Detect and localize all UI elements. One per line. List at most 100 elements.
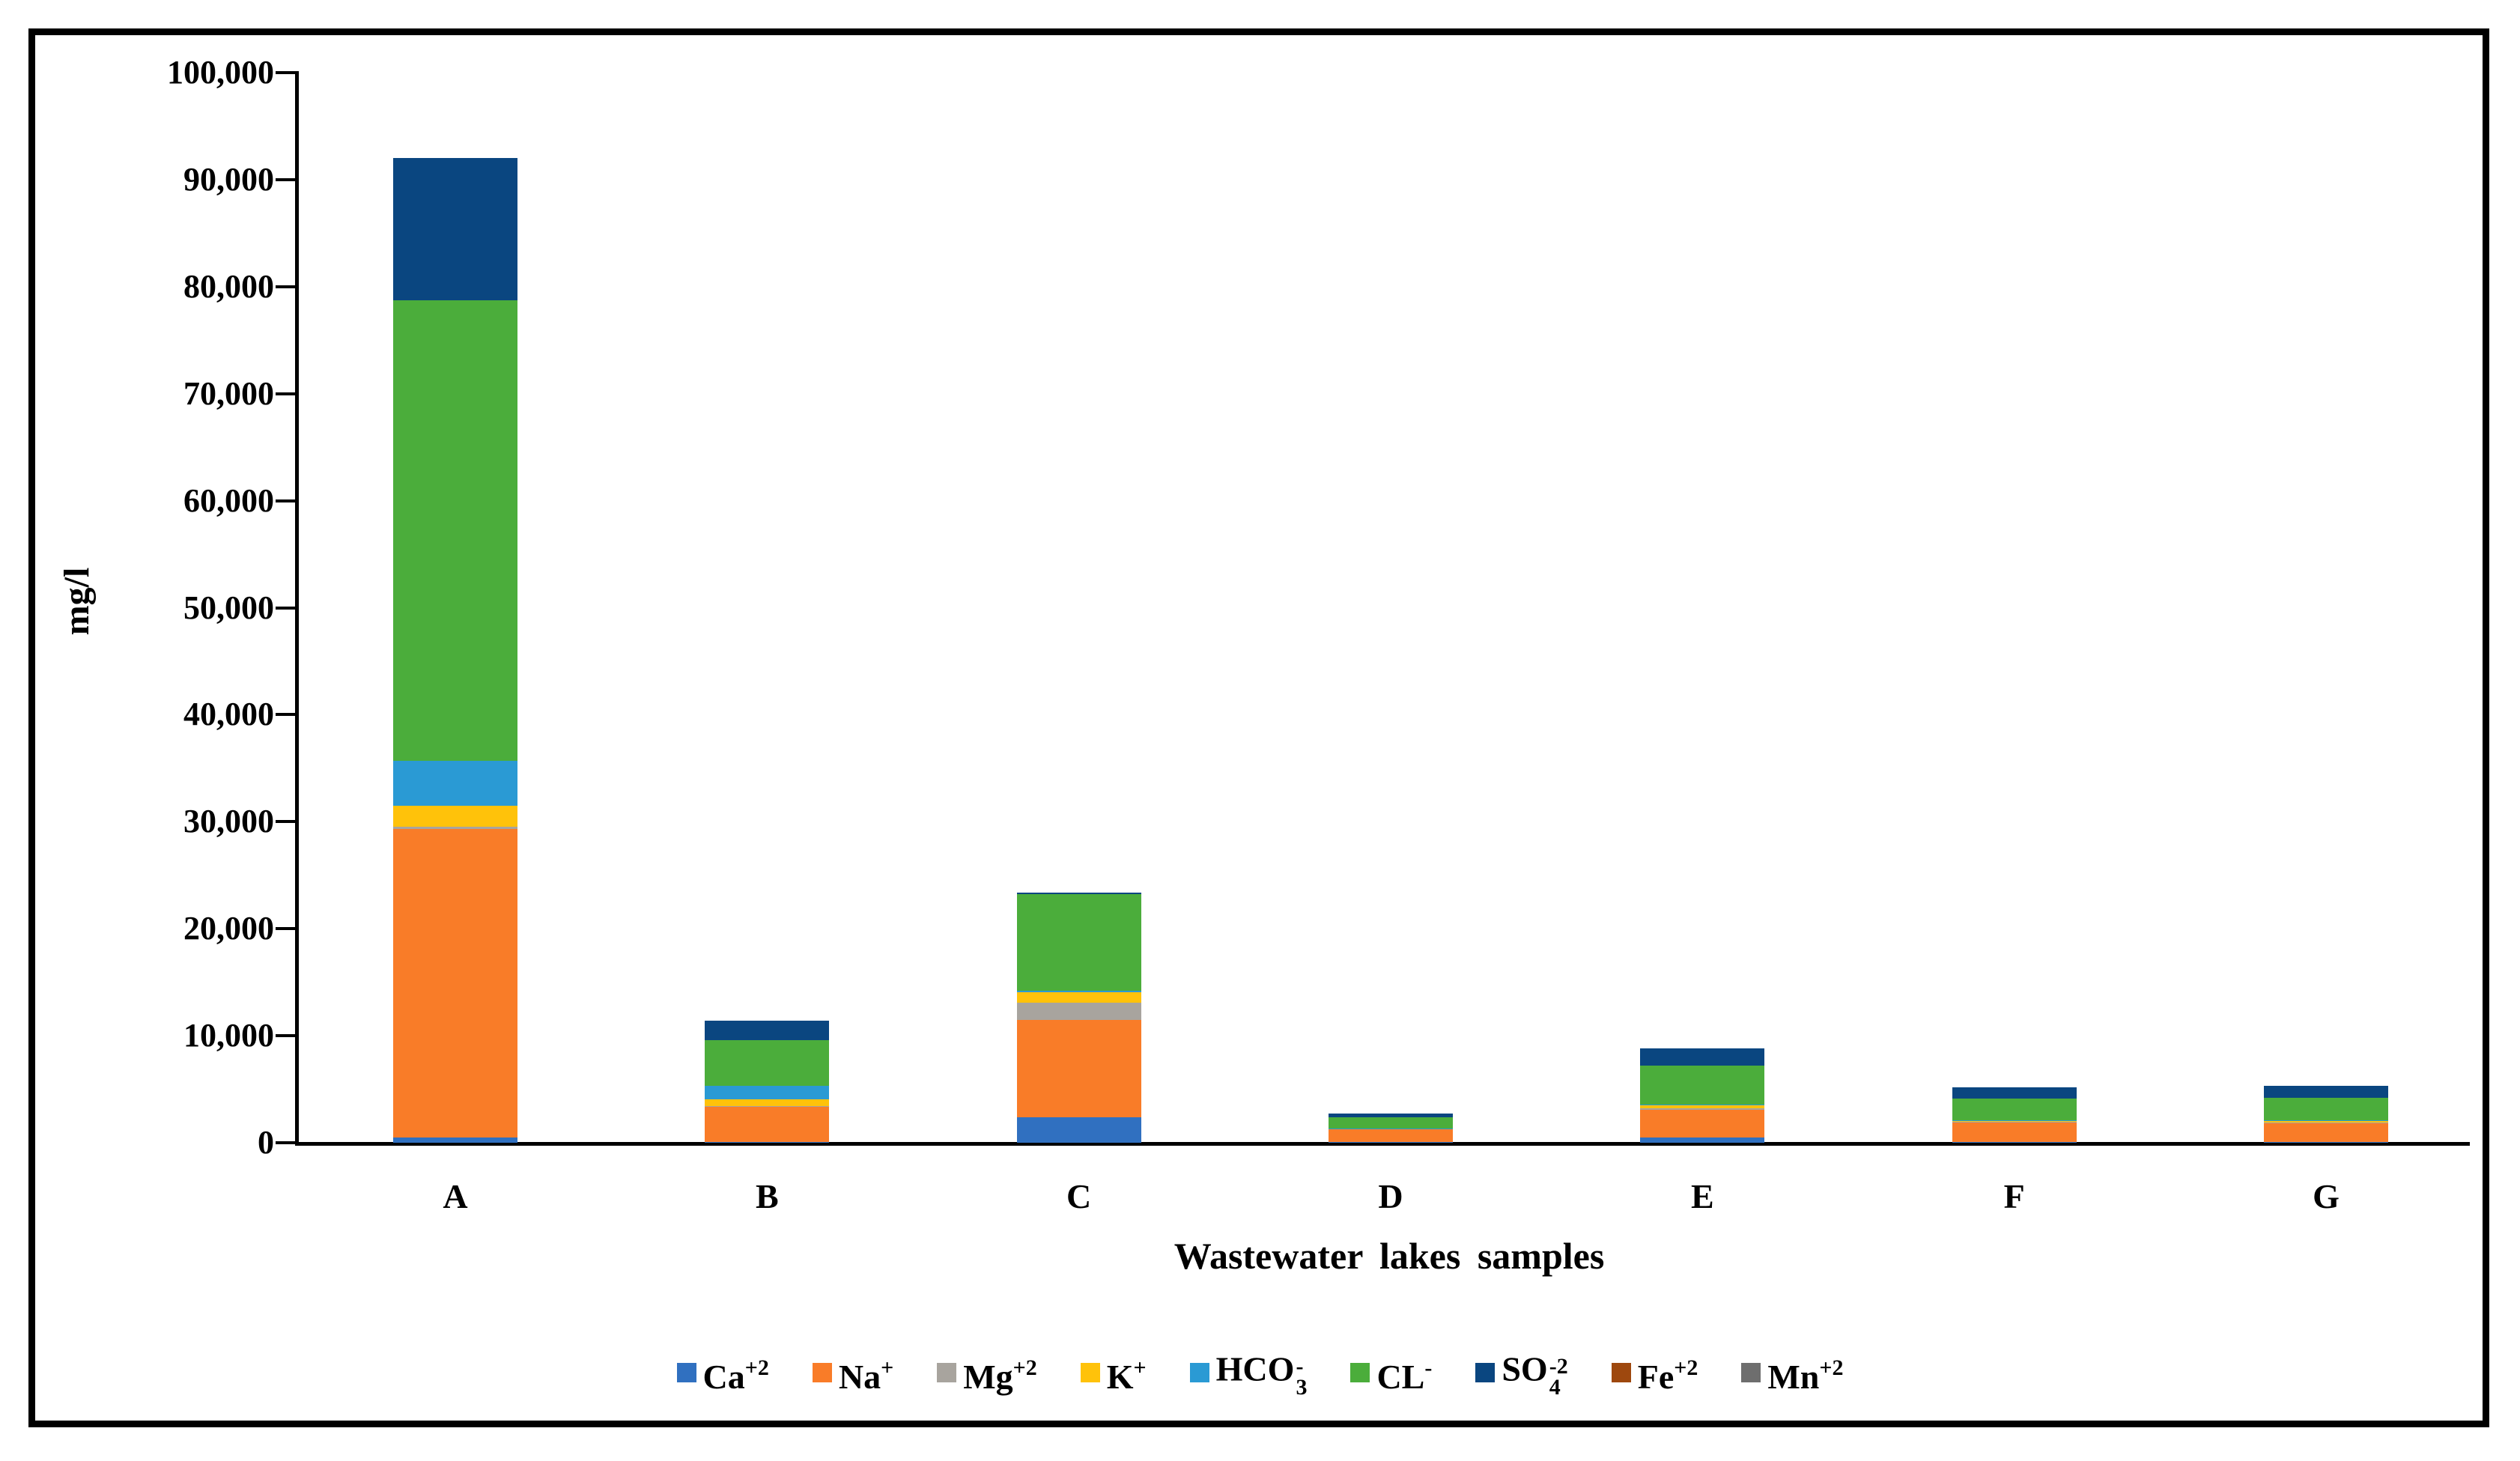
y-tick-label: 90,000 (183, 160, 274, 198)
bar-G-segment-Na+ (2264, 1123, 2388, 1142)
legend-label-SO4-2: SO -2 4 (1502, 1349, 1568, 1400)
bar-F-segment-HCO3- (1952, 1120, 2077, 1121)
legend-swatch-K+ (1080, 1363, 1100, 1382)
bar-B-segment-CL- (705, 1039, 830, 1087)
x-category-label: C (1066, 1177, 1092, 1215)
y-tick-label: 0 (258, 1124, 274, 1161)
legend-item-Ca+2: Ca+2 (676, 1351, 769, 1396)
bar-A-segment-SO4-2 (393, 158, 517, 301)
bar-C-segment-Ca+2 (1016, 1117, 1141, 1143)
legend-item-Na+: Na+ (812, 1351, 893, 1394)
x-category-label: E (1690, 1177, 1714, 1215)
y-tick (276, 177, 295, 181)
legend-swatch-Mn+2 (1741, 1363, 1761, 1382)
y-axis-line (295, 71, 299, 1146)
x-category-label: B (755, 1177, 779, 1215)
bar-A-segment-Na+ (393, 829, 517, 1137)
legend-swatch-Mg+2 (937, 1363, 957, 1382)
legend-item-Fe+2: Fe+2 (1611, 1351, 1698, 1396)
y-tick (276, 606, 295, 610)
y-tick (276, 392, 295, 395)
bar-B-segment-SO4-2 (705, 1021, 830, 1040)
legend-label-scripts-HCO3-: -3 (1296, 1354, 1308, 1400)
bar-F-segment-Mg+2 (1952, 1122, 2077, 1123)
bar-B-segment-Ca+2 (705, 1141, 830, 1143)
bar-E-segment-Ca+2 (1640, 1137, 1765, 1143)
x-axis-line (295, 1142, 2470, 1146)
bar-F-segment-SO4-2 (1952, 1087, 2077, 1099)
bar-G-segment-CL- (2264, 1097, 2388, 1120)
y-tick (276, 71, 295, 74)
bar-F-segment-Ca+2 (1952, 1141, 2077, 1143)
x-axis-title: Wastewater lakes samples (1174, 1235, 1605, 1277)
x-category-label: F (2003, 1177, 2025, 1215)
bar-E-segment-Na+ (1640, 1109, 1765, 1137)
legend-label-Mg+2: Mg+2 (963, 1355, 1037, 1396)
bar-E-segment-K+ (1640, 1105, 1765, 1109)
legend-item-K+: K+ (1080, 1351, 1147, 1396)
bar-A-segment-CL- (393, 300, 517, 761)
bar-G-segment-HCO3- (2264, 1120, 2388, 1122)
bar-D-segment-CL- (1329, 1117, 1453, 1129)
y-tick (276, 820, 295, 824)
bar-E-segment-SO4-2 (1640, 1048, 1765, 1066)
bar-A-segment-K+ (393, 805, 517, 827)
bar-C-segment-K+ (1016, 991, 1141, 1003)
legend-swatch-HCO3- (1189, 1363, 1209, 1382)
bar-F-segment-CL- (1952, 1099, 2077, 1120)
legend-item-CL-: CL- (1350, 1351, 1432, 1394)
y-tick (276, 285, 295, 288)
y-tick-label: 60,000 (183, 482, 274, 519)
y-tick (276, 499, 295, 502)
bar-A-segment-Mg+2 (393, 827, 517, 830)
legend-item-HCO3-: HCO -3 (1189, 1349, 1308, 1400)
bar-C-segment-Mg+2 (1016, 1002, 1141, 1020)
legend-swatch-Ca+2 (676, 1363, 696, 1382)
bar-D-segment-Ca+2 (1329, 1141, 1453, 1143)
legend-item-SO4-2: SO -2 4 (1475, 1349, 1568, 1400)
x-category-label: A (443, 1177, 468, 1215)
y-tick-label: 50,000 (183, 589, 274, 626)
bar-G-segment-SO4-2 (2264, 1086, 2388, 1098)
legend-swatch-SO4-2 (1475, 1363, 1496, 1382)
y-tick-label: 100,000 (167, 54, 274, 91)
legend-label-HCO3-: HCO -3 (1215, 1349, 1308, 1400)
x-category-label: D (1378, 1177, 1403, 1215)
bar-B-segment-Na+ (705, 1107, 830, 1142)
legend-label-K+: K+ (1106, 1355, 1147, 1396)
bar-C-segment-SO4-2 (1016, 892, 1141, 895)
bar-B-segment-HCO3- (705, 1086, 830, 1100)
legend-swatch-Fe+2 (1611, 1363, 1631, 1382)
y-tick-label: 30,000 (183, 803, 274, 840)
legend-swatch-CL- (1350, 1363, 1370, 1382)
legend-item-Mg+2: Mg+2 (937, 1351, 1037, 1394)
bar-A-segment-HCO3- (393, 760, 517, 806)
legend-label-CL-: CL- (1376, 1355, 1433, 1396)
legend-label-Fe+2: Fe+2 (1637, 1355, 1698, 1396)
bar-B-segment-Mg+2 (705, 1105, 830, 1108)
legend-swatch-Na+ (812, 1363, 832, 1382)
bar-A-segment-Ca+2 (393, 1137, 517, 1143)
y-tick (276, 1034, 295, 1038)
bar-D-segment-SO4-2 (1329, 1114, 1453, 1118)
y-tick-label: 10,000 (183, 1017, 274, 1054)
bar-C-segment-Na+ (1016, 1019, 1141, 1117)
legend-label-Ca+2: Ca+2 (702, 1355, 769, 1396)
x-category-label: G (2313, 1177, 2340, 1215)
legend: Ca+2 Na+ Mg+2 K+ HCO -3 CL- SO -2 4 Fe+2 Mn+2 (0, 1339, 2520, 1406)
y-tick-label: 20,000 (183, 910, 274, 947)
legend-label-scripts-SO4-2: -2 4 (1549, 1354, 1568, 1400)
legend-label-Mn+2: Mn+2 (1767, 1355, 1844, 1396)
bar-G-segment-K+ (2264, 1121, 2388, 1123)
bar-C-segment-CL- (1016, 894, 1141, 991)
y-tick-label: 70,000 (183, 374, 274, 412)
legend-item-Mn+2: Mn+2 (1741, 1351, 1843, 1394)
y-tick (276, 927, 295, 931)
bar-E-segment-Mg+2 (1640, 1108, 1765, 1110)
y-tick-label: 80,000 (183, 267, 274, 305)
bar-E-segment-CL- (1640, 1066, 1765, 1105)
bar-B-segment-K+ (705, 1099, 830, 1106)
bar-F-segment-Na+ (1952, 1122, 2077, 1142)
y-tick-label: 40,000 (183, 696, 274, 733)
